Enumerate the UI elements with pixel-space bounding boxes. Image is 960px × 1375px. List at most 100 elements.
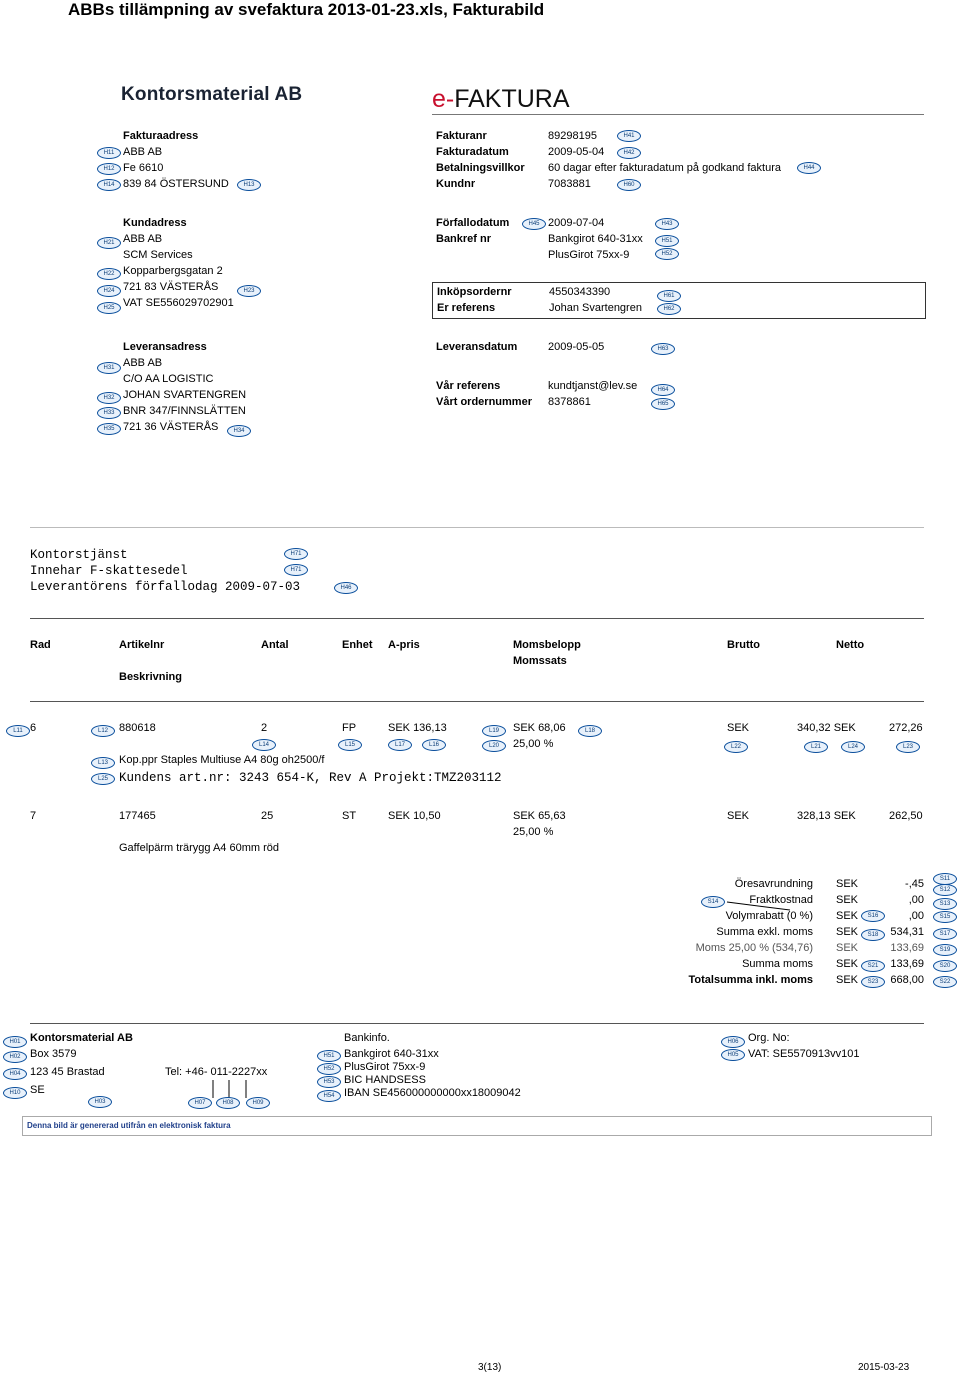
annotation-tag: L14 [252,739,276,751]
annotation-tag: H35 [97,423,121,435]
connector-line [726,901,791,911]
annotation-tag: H06 [721,1036,745,1048]
value-leveransdatum: 2009-05-05 [548,341,605,353]
annotation-tag: H03 [88,1096,112,1108]
summary-currency: SEK [836,958,859,970]
annotation-tag: H61 [657,290,681,302]
col-header-apris: A-pris [388,639,420,651]
annotation-tag: S23 [861,976,885,988]
annotation-tag: H45 [522,218,546,230]
annotation-tag: H53 [317,1076,341,1088]
doc-type-e: e- [432,85,455,113]
value-er-referens: Johan Svartengren [549,302,642,314]
row2-brutto: 328,13 SEK [797,810,856,822]
annotation-tag: H32 [97,392,121,404]
invoice-address-heading: Fakturaadress [123,130,199,142]
annotation-tag: H14 [97,179,121,191]
summary-currency: SEK [836,894,859,906]
annotation-tag: L22 [724,741,748,753]
annotation-tag: H54 [317,1090,341,1102]
col-header-artikelnr: Artikelnr [119,639,165,651]
summary-label-volymrabatt: Volymrabatt (0 %) [725,910,813,922]
generated-note: Denna bild är genererad utifrån en elekt… [27,1121,231,1130]
customer-address-heading: Kundadress [123,217,187,229]
row2-beskrivning: Gaffelpärm trärygg A4 60mm röd [119,842,279,854]
annotation-tag: L19 [482,725,506,737]
annotation-tag: S14 [701,896,725,908]
delivery-address-line: BNR 347/FINNSLÄTTEN [123,405,246,417]
row1-netto: 272,26 [889,722,923,734]
annotation-tag: H52 [317,1063,341,1075]
summary-label-oresavrundning: Öresavrundning [734,878,813,890]
header-divider [432,114,924,115]
summary-currency: SEK [836,926,859,938]
delivery-address-line: C/O AA LOGISTIC [123,373,214,385]
summary-value-fraktkostnad: ,00 [908,894,924,906]
order-labels: Inköpsordernr Er referens [437,284,512,316]
annotation-tag: S18 [861,929,885,941]
annotation-tag: L24 [841,741,865,753]
generated-note-box [22,1116,932,1136]
note-line: Kontorstjänst [30,548,128,562]
footer-bank-line: Bankgirot 640-31xx [344,1048,439,1060]
footer-company: Kontorsmaterial AB [30,1032,133,1044]
row1-artikel: 880618 [119,722,156,734]
value-kundnr: 7083881 [548,178,591,190]
annotation-tag: L21 [804,741,828,753]
row1-moms: SEK 68,06 [513,722,566,734]
doc-type-title: e-FAKTURA [432,85,570,114]
delivery-address-line: ABB AB [123,357,163,369]
annotation-tag: S12 [933,884,957,896]
annotation-tag: L15 [338,739,362,751]
annotation-tag: H09 [246,1097,270,1109]
note-line: Leverantörens förfallodag 2009-07-03 [30,580,301,594]
annotation-tag: L17 [388,739,412,751]
annotation-tag: H01 [3,1036,27,1048]
summary-currency: SEK [836,974,859,986]
footer-tel: Tel: +46- 011-2227xx [165,1066,268,1078]
note-line: Innehar F-skattesedel [30,564,188,578]
annotation-tag: H33 [97,407,121,419]
value-bankgiro: Bankgirot 640-31xx [548,233,643,245]
section-divider [30,527,924,528]
annotation-tag: S16 [861,910,885,922]
label-kundnr: Kundnr [436,178,476,190]
annotation-tag: H71 [284,548,308,560]
summary-value-volymrabatt: ,00 [908,910,924,922]
row2-antal: 25 [261,810,274,822]
value-fakturanr: 89298195 [548,130,597,142]
value-betalningsvillkor: 60 dagar efter fakturadatum på godkand f… [548,162,781,174]
row2-netto: 262,50 [889,810,923,822]
row1-apris: SEK 136,13 [388,722,447,734]
col-header-rad: Rad [30,639,51,651]
row1-momssats: 25,00 % [513,738,554,750]
footer-address-line: 123 45 Brastad [30,1066,105,1078]
row2-moms: SEK 65,63 [513,810,566,822]
annotation-tag: H13 [237,179,261,191]
col-header-antal: Antal [261,639,289,651]
row2-enhet: ST [342,810,357,822]
customer-address-block: Kundadress ABB AB SCM Services Kopparber… [123,215,234,311]
summary-currency: SEK [836,910,859,922]
label-inkopsordernr: Inköpsordernr [437,286,512,298]
annotation-tag: L18 [578,725,602,737]
value-var-referens: kundtjanst@lev.se [548,380,638,392]
invoice-info-values: 89298195 2009-05-04 60 dagar efter faktu… [548,128,781,192]
footer-divider [30,1023,924,1024]
document-title: ABBs tillämpning av svefaktura 2013-01-2… [68,0,545,19]
footer-bank-line: PlusGirot 75xx-9 [344,1061,426,1073]
invoice-info-labels: Fakturanr Fakturadatum Betalningsvillkor… [436,128,525,192]
col-header-netto: Netto [836,639,865,651]
annotation-tag: S21 [861,960,885,972]
footer-vat: VAT: SE5570913vv101 [748,1048,860,1060]
footer-address-line: SE [30,1084,45,1096]
annotation-tag: H05 [721,1049,745,1061]
annotation-tag: H44 [797,162,821,174]
annotation-tag: L12 [91,725,115,737]
row1-brutto-currency: SEK [727,722,750,734]
annotation-tag: L25 [91,773,115,785]
footer-bank-heading: Bankinfo. [344,1032,390,1044]
delivery-address-line: JOHAN SVARTENGREN [123,389,247,401]
summary-currency: SEK [836,878,859,890]
